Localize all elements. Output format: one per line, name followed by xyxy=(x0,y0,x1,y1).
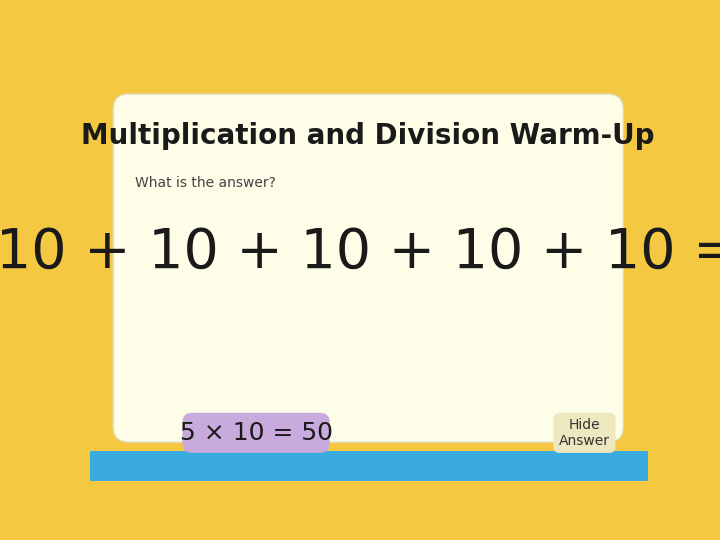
Text: Hide
Answer: Hide Answer xyxy=(559,418,610,448)
FancyBboxPatch shape xyxy=(182,413,330,453)
Text: 10 + 10 + 10 + 10 + 10 =: 10 + 10 + 10 + 10 + 10 = xyxy=(0,226,720,280)
FancyBboxPatch shape xyxy=(554,413,616,453)
FancyBboxPatch shape xyxy=(90,451,648,481)
Text: What is the answer?: What is the answer? xyxy=(135,176,276,190)
FancyBboxPatch shape xyxy=(113,94,624,442)
Text: 5 × 10 = 50: 5 × 10 = 50 xyxy=(179,421,333,445)
Text: Multiplication and Division Warm-Up: Multiplication and Division Warm-Up xyxy=(81,123,655,151)
